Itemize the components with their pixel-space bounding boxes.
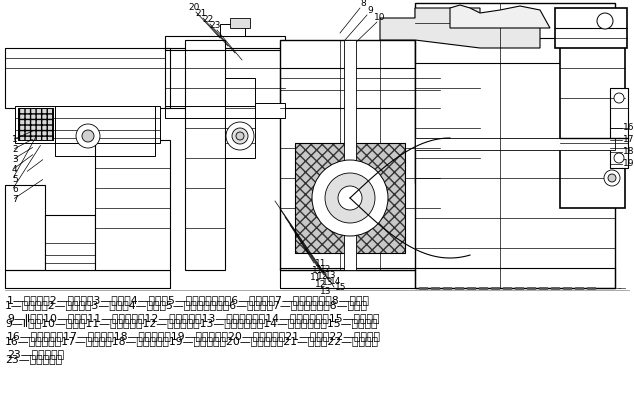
Text: 11: 11 (315, 259, 327, 268)
Bar (230, 18, 250, 28)
Text: 6: 6 (12, 186, 18, 195)
Circle shape (76, 124, 100, 148)
Text: 4: 4 (12, 166, 18, 175)
Bar (95, 140, 170, 270)
Bar (295, 143, 405, 253)
Text: 18: 18 (623, 148, 634, 157)
Bar (45, 215, 95, 270)
Bar (55, 106, 155, 156)
Circle shape (608, 174, 616, 182)
Bar (560, 43, 625, 208)
Text: 23—下法兰盘。: 23—下法兰盘。 (5, 354, 62, 364)
Circle shape (338, 186, 362, 210)
Text: 11: 11 (310, 273, 321, 282)
Bar (165, 106, 285, 118)
Circle shape (325, 173, 375, 223)
Bar (185, 40, 225, 270)
Bar (165, 36, 285, 50)
Bar (225, 78, 255, 158)
Circle shape (236, 132, 244, 140)
Bar (415, 270, 625, 288)
Text: 2: 2 (12, 146, 18, 155)
Text: 16—主电动机；17—减速器；18—电动机座；19—小皮带轮；20—上法兰盘；21—小轴；22—编码器；: 16—主电动机；17—减速器；18—电动机座；19—小皮带轮；20—上法兰盘；2… (5, 336, 379, 346)
Circle shape (614, 93, 624, 103)
Text: 23: 23 (209, 21, 221, 30)
Bar (5, 185, 45, 270)
Text: 13: 13 (322, 278, 333, 287)
Bar (55, 106, 155, 156)
Bar (5, 185, 45, 270)
Circle shape (82, 130, 94, 142)
Bar (415, 268, 615, 288)
Bar (280, 40, 440, 270)
Text: 13: 13 (320, 287, 332, 296)
Circle shape (614, 153, 624, 163)
Polygon shape (450, 5, 550, 28)
Text: 3: 3 (12, 155, 18, 164)
Text: 15: 15 (335, 282, 347, 291)
Text: 22: 22 (202, 15, 213, 24)
Circle shape (226, 122, 254, 150)
Text: 9: 9 (367, 6, 373, 15)
Text: 5: 5 (12, 175, 18, 184)
Text: 17: 17 (623, 135, 634, 144)
Bar (255, 100, 285, 108)
Bar (280, 68, 440, 108)
Circle shape (604, 170, 620, 186)
Text: 21: 21 (195, 9, 207, 18)
Bar (15, 106, 160, 143)
Text: 20: 20 (188, 3, 199, 12)
Text: 16—主电动机；17—减速器；18—电动机座；19—小皮带轮；20—上法兰盘；21—小轴；22—编码器；: 16—主电动机；17—减速器；18—电动机座；19—小皮带轮；20—上法兰盘；2… (7, 331, 381, 341)
Bar (415, 268, 615, 288)
Text: 10: 10 (374, 13, 385, 22)
Polygon shape (380, 8, 540, 48)
Bar (5, 48, 170, 108)
Text: 13: 13 (325, 271, 337, 279)
Text: 1—工作台；2—齿圈座；3—齿圈；4—压环；5—交叉滚子轴承；6—法兰盘；7—工作台底座；8—齿轮；: 1—工作台；2—齿圈座；3—齿圈；4—压环；5—交叉滚子轴承；6—法兰盘；7—工… (5, 300, 368, 310)
Text: 19: 19 (623, 160, 634, 169)
Text: 14: 14 (330, 277, 341, 286)
Bar (5, 270, 170, 288)
Bar (165, 106, 285, 118)
Text: 11: 11 (312, 266, 323, 275)
Text: 23—下法兰盘。: 23—下法兰盘。 (7, 349, 64, 359)
Circle shape (312, 160, 388, 236)
Bar (18, 108, 53, 140)
Bar (5, 270, 170, 288)
Bar (415, 3, 615, 288)
Bar (415, 138, 615, 150)
Bar (165, 48, 285, 108)
Text: 16: 16 (623, 124, 634, 133)
Bar (295, 143, 405, 253)
Bar (220, 24, 245, 36)
Text: 12: 12 (315, 280, 327, 289)
Bar (165, 36, 285, 50)
Bar (344, 40, 356, 270)
Text: 1—工作台；2—齿圈座；3—齿圈；4—压环；5—交叉滚子轴承；6—法兰盘；7—工作台底座；8—齿轮；: 1—工作台；2—齿圈座；3—齿圈；4—压环；5—交叉滚子轴承；6—法兰盘；7—工… (7, 295, 370, 305)
Bar (5, 5, 628, 288)
Bar (255, 103, 285, 118)
Text: 12: 12 (320, 264, 332, 273)
Text: 9—Ⅱ轴；10—立柱；11—联组皮带；12—大皮带轮；13—卸荷法兰盘；14—深沟球轴承；15—花键套；: 9—Ⅱ轴；10—立柱；11—联组皮带；12—大皮带轮；13—卸荷法兰盘；14—深… (7, 313, 380, 323)
Bar (18, 108, 53, 140)
Bar (280, 68, 440, 108)
Bar (280, 268, 440, 288)
Circle shape (597, 13, 613, 29)
Bar (280, 268, 440, 288)
Circle shape (232, 128, 248, 144)
Bar (415, 38, 615, 63)
Bar (5, 48, 170, 108)
Text: 1: 1 (12, 135, 18, 144)
Text: 9—Ⅱ轴；10—立柱；11—联组皮带；12—大皮带轮；13—卸荷法兰盘；14—深沟球轴承；15—花键套；: 9—Ⅱ轴；10—立柱；11—联组皮带；12—大皮带轮；13—卸荷法兰盘；14—深… (5, 318, 377, 328)
Bar (450, 28, 550, 68)
Text: 8: 8 (360, 0, 366, 8)
Bar (415, 38, 480, 183)
Text: 7: 7 (12, 195, 18, 204)
Bar (165, 48, 285, 108)
Text: 12: 12 (317, 272, 328, 281)
Bar (610, 88, 628, 168)
Bar (415, 38, 615, 63)
Bar (555, 8, 627, 48)
